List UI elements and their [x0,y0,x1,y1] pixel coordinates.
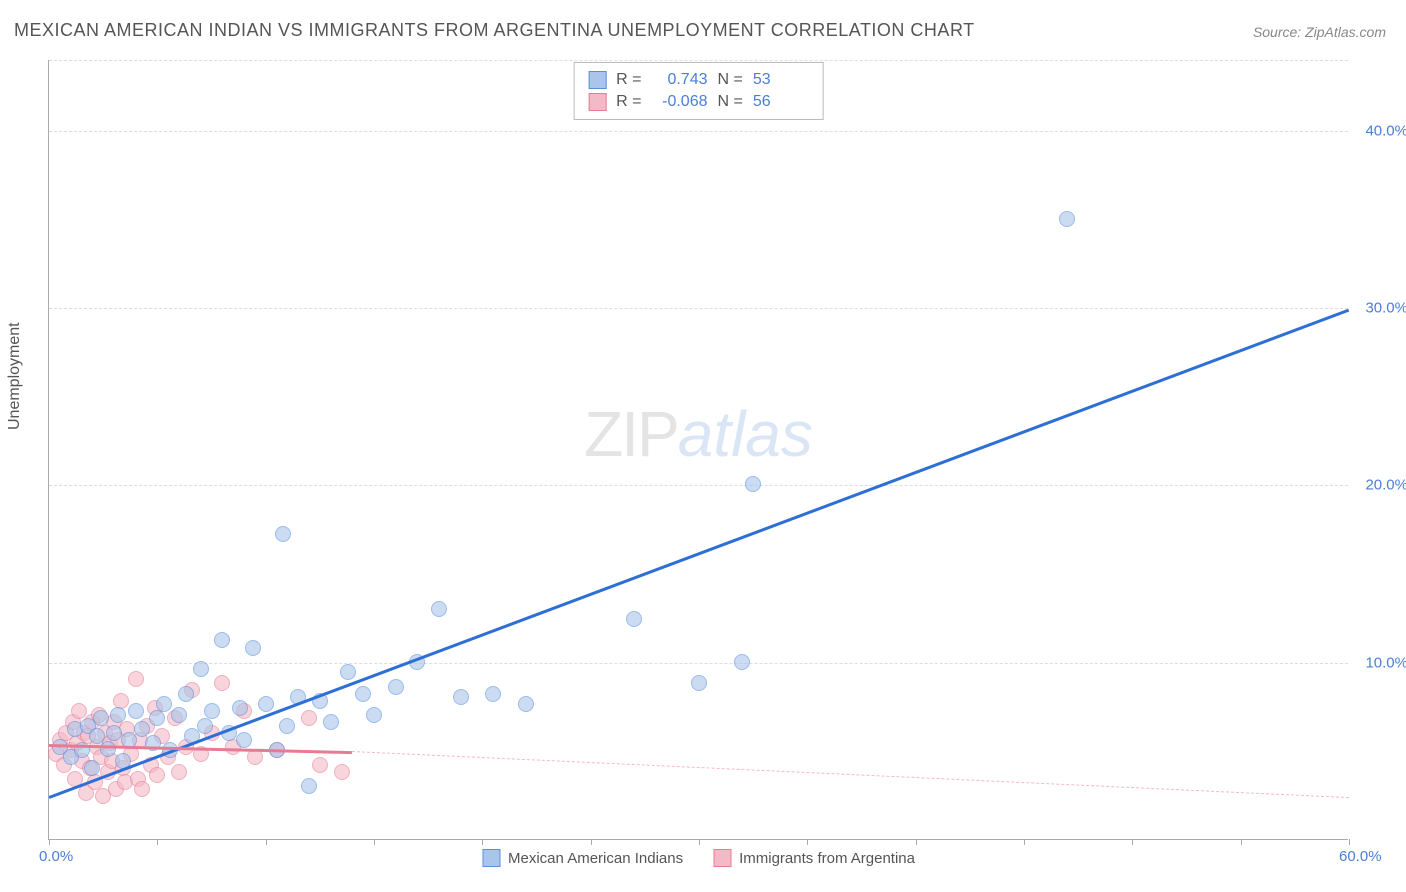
data-point [156,696,172,712]
swatch-blue [588,71,606,89]
data-point [485,686,501,702]
data-point [149,767,165,783]
legend-label-1: Mexican American Indians [508,850,683,867]
x-tick-mark [1132,839,1133,845]
data-point [197,718,213,734]
data-point [301,778,317,794]
x-tick-label: 60.0% [1339,848,1382,865]
data-point [258,696,274,712]
gridline [49,663,1348,664]
data-point [171,707,187,723]
x-tick-mark [374,839,375,845]
data-point [134,721,150,737]
x-tick-mark [807,839,808,845]
data-point [518,696,534,712]
data-point [149,710,165,726]
x-tick-mark [916,839,917,845]
data-point [431,601,447,617]
data-point [204,703,220,719]
x-tick-mark [482,839,483,845]
data-point [193,661,209,677]
chart-plot-area: ZIPatlas R = 0.743 N = 53 R = -0.068 N =… [48,60,1348,840]
data-point [110,707,126,723]
data-point [1059,211,1075,227]
legend-label-2: Immigrants from Argentina [739,850,915,867]
data-point [214,675,230,691]
data-point [334,764,350,780]
data-point [214,632,230,648]
trend-line [49,308,1350,798]
y-tick-label: 20.0% [1365,477,1406,494]
data-point [312,757,328,773]
data-point [279,718,295,734]
data-point [355,686,371,702]
data-point [275,526,291,542]
data-point [100,741,116,757]
x-tick-mark [699,839,700,845]
data-point [128,703,144,719]
swatch-pink-bottom [713,849,731,867]
data-point [388,679,404,695]
data-point [232,700,248,716]
swatch-blue-bottom [482,849,500,867]
data-point [171,764,187,780]
data-point [734,654,750,670]
source-label: Source: ZipAtlas.com [1253,24,1386,40]
data-point [106,725,122,741]
y-tick-label: 10.0% [1365,654,1406,671]
x-tick-mark [266,839,267,845]
swatch-pink [588,93,606,111]
data-point [247,749,263,765]
data-point [93,710,109,726]
x-tick-mark [1349,839,1350,845]
data-point [323,714,339,730]
x-tick-mark [1024,839,1025,845]
gridline [49,308,1348,309]
y-tick-label: 40.0% [1365,122,1406,139]
data-point [691,675,707,691]
data-point [340,664,356,680]
gridline [49,60,1348,61]
data-point [178,686,194,702]
data-point [236,732,252,748]
gridline [49,485,1348,486]
legend-row-series-1: R = 0.743 N = 53 [588,69,809,91]
data-point [245,640,261,656]
data-point [301,710,317,726]
x-tick-mark [1241,839,1242,845]
series-legend: Mexican American Indians Immigrants from… [482,849,915,867]
data-point [134,781,150,797]
data-point [84,760,100,776]
x-tick-mark [157,839,158,845]
x-tick-mark [591,839,592,845]
data-point [453,689,469,705]
data-point [626,611,642,627]
gridline [49,131,1348,132]
chart-title: MEXICAN AMERICAN INDIAN VS IMMIGRANTS FR… [14,20,975,41]
watermark: ZIPatlas [584,397,813,471]
x-tick-label: 0.0% [39,848,73,865]
trend-line [352,751,1349,798]
data-point [128,671,144,687]
data-point [745,476,761,492]
y-axis-label: Unemployment [6,322,24,430]
legend-row-series-2: R = -0.068 N = 56 [588,91,809,113]
correlation-legend: R = 0.743 N = 53 R = -0.068 N = 56 [573,62,824,120]
x-tick-mark [49,839,50,845]
y-tick-label: 30.0% [1365,300,1406,317]
data-point [366,707,382,723]
